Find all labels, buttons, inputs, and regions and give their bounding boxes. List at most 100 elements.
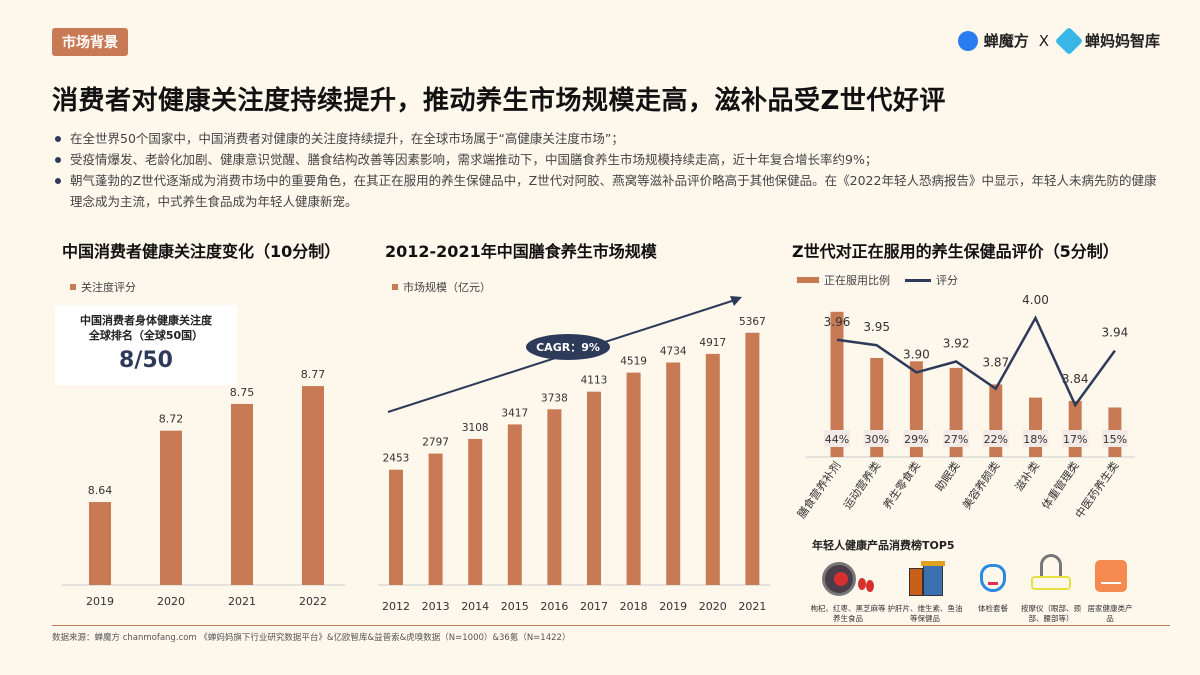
data-label: 8.77 xyxy=(301,368,326,381)
x-tick-label: 2019 xyxy=(86,595,114,608)
x-tick-label: 滋补类 xyxy=(1012,459,1042,494)
data-source: 数据来源：蝉魔方 chanmofang.com 《蝉妈妈旗下行业研究数据平台》&… xyxy=(52,633,571,643)
score-label: 3.94 xyxy=(1102,326,1129,340)
x-tick-label: 养生零食类 xyxy=(880,459,923,512)
data-label: 8.75 xyxy=(230,386,255,399)
bar xyxy=(428,453,443,585)
data-label: 4734 xyxy=(660,346,687,358)
data-label: 4917 xyxy=(699,337,726,349)
data-label: 4113 xyxy=(581,375,608,387)
x-tick-label: 2014 xyxy=(461,600,489,613)
x-tick-label: 体重管理类 xyxy=(1039,459,1082,512)
score-label: 3.96 xyxy=(824,315,851,329)
top5-label: 护肝片、维生素、鱼油等保健品 xyxy=(887,604,963,623)
data-label: 8.64 xyxy=(88,484,113,497)
top5-item: 体检套餐 xyxy=(958,560,1028,614)
percent-label-bg xyxy=(943,430,970,447)
data-label: 2797 xyxy=(422,437,449,449)
percent-label-bg xyxy=(824,430,850,447)
chanmofang-logo-icon xyxy=(957,30,978,51)
bar xyxy=(302,386,324,585)
bar xyxy=(705,353,720,585)
percent-label-bg xyxy=(1062,430,1089,447)
legend-swatch-bar xyxy=(797,277,819,283)
bar xyxy=(745,332,760,585)
x-tick-label: 2015 xyxy=(501,600,529,613)
data-label: 5367 xyxy=(739,316,766,328)
percent-label: 18% xyxy=(1023,433,1047,446)
bar xyxy=(830,311,844,457)
x-tick-label: 运动营养类 xyxy=(840,459,883,512)
test-kit-icon xyxy=(1085,560,1135,600)
x-tick-label: 2020 xyxy=(699,600,727,613)
x-tick-label: 美容养颜类 xyxy=(959,459,1002,512)
chart3-title: Z世代对正在服用的养生保健品评价（5分制） xyxy=(792,242,1119,261)
top5-item: 护肝片、维生素、鱼油等保健品 xyxy=(885,560,965,624)
score-line xyxy=(836,315,1116,408)
pill-box-icon xyxy=(885,560,965,600)
data-label: 4519 xyxy=(620,356,647,368)
x-tick-label: 2016 xyxy=(540,600,568,613)
bar xyxy=(160,430,182,585)
data-label: 3417 xyxy=(501,407,528,419)
legend-swatch xyxy=(392,284,398,290)
bullet-item: 受疫情爆发、老龄化加剧、健康意识觉醒、膳食结构改善等因素影响，需求端推动下，中国… xyxy=(52,149,1162,170)
score-label: 3.92 xyxy=(943,337,970,351)
brand-logos: 蝉魔方 X 蝉妈妈智库 xyxy=(957,26,1160,55)
percent-label-bg xyxy=(1101,430,1128,447)
rank-box: 中国消费者身体健康关注度 全球排名（全球50国） 8/50 xyxy=(55,305,237,385)
bar xyxy=(389,469,403,585)
x-tick-label: 2022 xyxy=(299,595,327,608)
top5-item: 枸杞、红枣、黑芝麻等养生食品 xyxy=(808,560,888,624)
percent-label: 17% xyxy=(1063,433,1087,446)
bar xyxy=(1068,400,1082,457)
divider xyxy=(780,625,1170,626)
bar xyxy=(547,409,562,585)
x-tick-label: 2018 xyxy=(620,600,648,613)
score-label: 3.90 xyxy=(903,347,930,361)
divider xyxy=(52,625,780,626)
x-tick-label: 2021 xyxy=(738,600,766,613)
legend-label: 评分 xyxy=(936,274,958,287)
chart1-title: 中国消费者健康关注度变化（10分制） xyxy=(62,242,341,261)
top5-label: 枸杞、红枣、黑芝麻等养生食品 xyxy=(810,604,886,623)
bar xyxy=(89,502,111,585)
data-label: 8.72 xyxy=(159,413,184,426)
x-tick-label: 2013 xyxy=(422,600,450,613)
top5-label: 按摩仪（眼部、颈部、腰部等） xyxy=(1021,604,1081,623)
bar xyxy=(231,403,253,585)
legend-label: 市场规模（亿元） xyxy=(403,281,491,294)
bar xyxy=(507,424,522,585)
data-label: 3738 xyxy=(541,392,568,404)
bar xyxy=(587,391,601,585)
top5-item: 居家健康类产品 xyxy=(1085,560,1135,624)
bar xyxy=(468,438,483,585)
top5-label: 居家健康类产品 xyxy=(1087,604,1133,623)
score-label: 3.87 xyxy=(982,356,1009,370)
top5-title: 年轻人健康产品消费榜TOP5 xyxy=(812,539,955,552)
score-label: 3.84 xyxy=(1062,372,1089,386)
x-tick-label: 2012 xyxy=(382,600,410,613)
cagr-badge xyxy=(526,334,610,360)
top5-label: 体检套餐 xyxy=(978,604,1008,613)
percent-label: 27% xyxy=(944,433,968,446)
score-label: 4.00 xyxy=(1022,293,1049,307)
chart2-legend: 市场规模（亿元） xyxy=(392,279,491,295)
data-label: 2453 xyxy=(383,453,410,465)
score-label: 3.95 xyxy=(863,320,890,334)
logo-left-text: 蝉魔方 xyxy=(983,32,1029,50)
chart1-legend: 关注度评分 xyxy=(70,279,136,295)
percent-label-bg xyxy=(863,430,890,447)
percent-label: 22% xyxy=(984,433,1008,446)
bullet-item: 朝气蓬勃的Z世代逐渐成为消费市场中的重要角色，在其正在服用的养生保健品中，Z世代… xyxy=(52,170,1162,212)
percent-label: 44% xyxy=(825,433,849,446)
cagr-label: CAGR：9% xyxy=(536,341,600,354)
bar xyxy=(666,362,681,585)
x-tick-label: 助眠类 xyxy=(932,459,962,494)
legend-label: 关注度评分 xyxy=(81,281,136,294)
rank-label-1: 中国消费者身体健康关注度 xyxy=(80,314,212,327)
x-tick-label: 2021 xyxy=(228,595,256,608)
data-label: 3108 xyxy=(462,422,489,434)
arrow-head-icon xyxy=(730,296,742,306)
percent-label: 30% xyxy=(864,433,888,446)
